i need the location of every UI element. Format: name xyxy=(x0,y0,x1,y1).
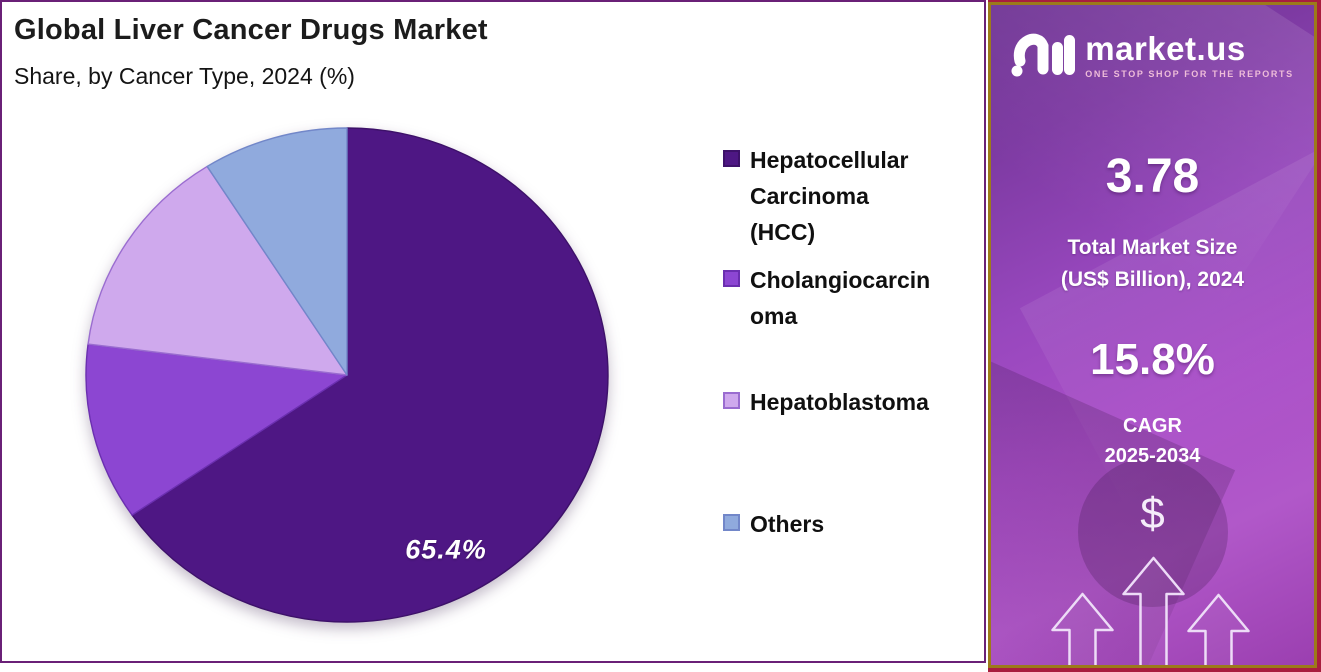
cagr-label: CAGR 2025-2034 xyxy=(1104,415,1201,467)
dollar-icon: $ xyxy=(1140,489,1165,538)
brand-text: market.us ONE STOP SHOP FOR THE REPORTS xyxy=(1085,32,1293,79)
pie-data-label: 65.4% xyxy=(405,534,487,565)
pie-slice-others xyxy=(206,127,348,376)
legend-swatch-icon xyxy=(723,150,740,167)
legend-swatch-icon xyxy=(723,270,740,287)
legend-label: Hepatocellular Carcinoma (HCC) xyxy=(750,147,909,245)
legend-item: Hepatocellular Carcinoma (HCC) xyxy=(723,142,975,250)
market-size-label: Total Market Size (US$ Billion), 2024 xyxy=(1060,236,1245,291)
background-coin-shape xyxy=(1077,457,1228,607)
chart-subtitle: Share, by Cancer Type, 2024 (%) xyxy=(14,63,355,89)
legend-label: Hepatoblastoma xyxy=(750,389,929,415)
sidebar-frame: market.us ONE STOP SHOP FOR THE REPORTS … xyxy=(988,0,1321,672)
legend-swatch-icon xyxy=(723,392,740,409)
pie-slice-hepatocellular-carcinoma-hcc xyxy=(131,127,609,623)
legend-item: Hepatoblastoma xyxy=(723,384,975,420)
brand-tagline: ONE STOP SHOP FOR THE REPORTS xyxy=(1085,68,1294,79)
brand-sidebar: market.us ONE STOP SHOP FOR THE REPORTS … xyxy=(988,2,1317,668)
legend-label: Others xyxy=(750,511,825,537)
brand-logo: market.us ONE STOP SHOP FOR THE REPORTS xyxy=(1011,29,1293,81)
growth-arrows-icon xyxy=(1050,556,1250,665)
market-size-value: 3.78 xyxy=(1105,150,1200,203)
chart-title: Global Liver Cancer Drugs Market xyxy=(14,14,488,46)
pie-slice-hepatoblastoma xyxy=(87,165,348,376)
chart-legend: Hepatocellular Carcinoma (HCC) Cholangioc… xyxy=(723,142,975,542)
legend-item: Cholangiocarcin oma xyxy=(723,262,975,334)
pie-slice-cholangiocarcinoma xyxy=(85,343,348,516)
chart-header: Global Liver Cancer Drugs Market Share, … xyxy=(14,14,488,90)
legend-item: Others xyxy=(723,506,975,542)
legend-swatch-icon xyxy=(723,514,740,531)
cagr-value: 15.8% xyxy=(1090,335,1215,384)
pie-chart xyxy=(85,127,609,623)
legend-label: Cholangiocarcin oma xyxy=(750,267,931,329)
chart-area: Global Liver Cancer Drugs Market Share, … xyxy=(0,0,986,663)
brand-name: market.us xyxy=(1085,29,1246,67)
market-us-logo-icon xyxy=(1011,33,1076,77)
